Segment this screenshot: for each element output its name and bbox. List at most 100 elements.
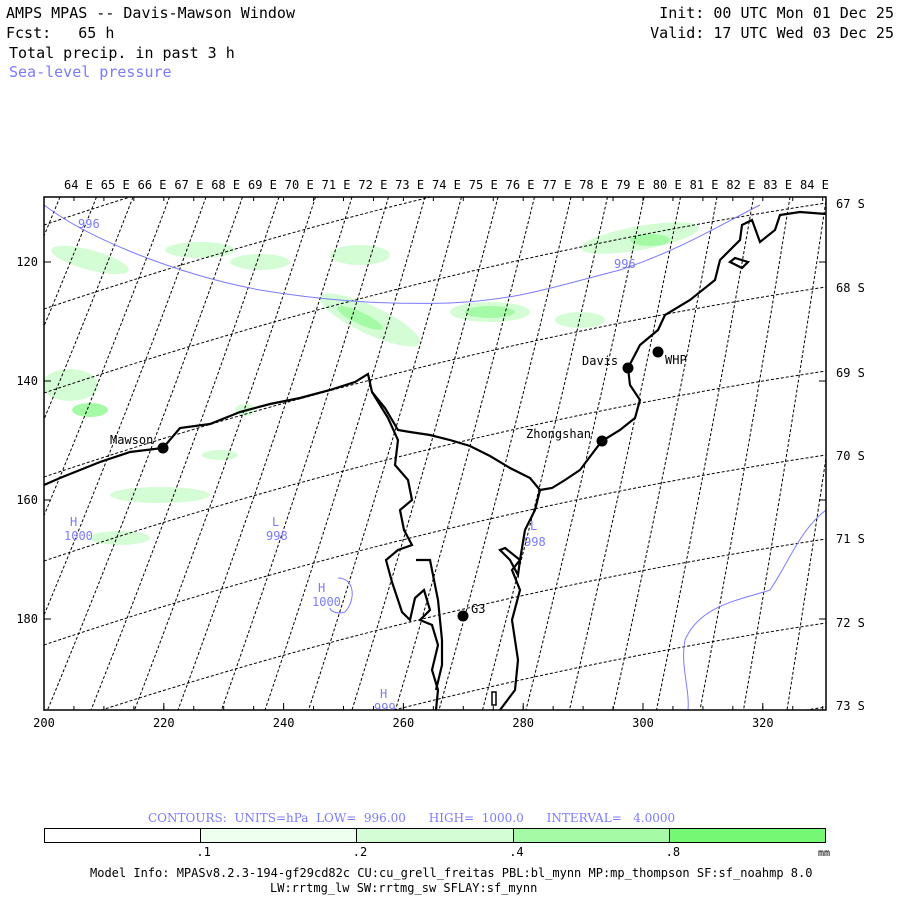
init-time: Init: 00 UTC Mon 01 Dec 25 (659, 4, 894, 22)
station-label: G3 (471, 602, 485, 616)
lon-label: 64 E (64, 178, 93, 192)
meridian-line (743, 197, 826, 710)
colorbar-tick-label: .1 (196, 845, 211, 859)
y-tick-label: 160 (16, 493, 38, 507)
lon-label: 69 E (248, 178, 277, 192)
high-center: H (380, 687, 387, 701)
x-tick-label: 320 (752, 716, 774, 730)
station-whp-marker[interactable] (652, 346, 664, 358)
lon-label: 72 E (358, 178, 387, 192)
y-tick-label: 120 (16, 255, 38, 269)
lon-label: 78 E (579, 178, 608, 192)
field-precip-label: Total precip. in past 3 h (9, 44, 235, 62)
lat-lon-grid (0, 197, 826, 710)
lon-label: 81 E (690, 178, 719, 192)
colorbar-units: mm (818, 848, 831, 859)
meridian-line (44, 197, 97, 328)
station-zhongshan-marker[interactable] (596, 435, 608, 447)
contour-label: 996 (78, 217, 100, 231)
lon-label: 71 E (322, 178, 351, 192)
high-center: H (70, 515, 77, 529)
lat-label: 70 S (836, 449, 865, 463)
y-tick-label: 180 (16, 612, 38, 626)
lat-label: 67 S (836, 197, 865, 211)
lon-label: 79 E (616, 178, 645, 192)
lon-label: 70 E (285, 178, 314, 192)
lon-label: 74 E (432, 178, 461, 192)
colorbar-swatch (45, 829, 201, 842)
parallel-line (44, 454, 826, 646)
parallel-line (44, 197, 433, 310)
contour-labels: 996 996 H 1000 L 998 H 1000 L 998 H 999 (64, 217, 636, 715)
meridian-line (569, 197, 681, 710)
meridian-line (438, 197, 572, 710)
lon-label: 77 E (542, 178, 571, 192)
y-tick-label: 140 (16, 374, 38, 388)
colorbar-tick-label: .4 (509, 845, 524, 859)
x-tick-label: 240 (273, 716, 295, 730)
valid-time: Valid: 17 UTC Wed 03 Dec 25 (650, 24, 894, 42)
meridian-line (525, 197, 645, 710)
lat-label: 72 S (836, 616, 865, 630)
meridian-line (134, 197, 316, 710)
colorbar-swatch (356, 829, 513, 842)
stations: Mawson Davis WHP Zhongshan G3 (110, 346, 687, 622)
contour-label: 998 (266, 529, 288, 543)
contour-label: 996 (614, 257, 636, 271)
lon-label: 67 E (174, 178, 203, 192)
lon-label: 75 E (469, 178, 498, 192)
colorbar-swatch (200, 829, 357, 842)
meridian-line (0, 197, 24, 710)
contour-label: 1000 (312, 595, 341, 609)
lon-label: 83 E (763, 178, 792, 192)
precip-colorbar (44, 828, 826, 843)
parallel-line (44, 370, 826, 562)
lon-label: 82 E (726, 178, 755, 192)
parallel-line (100, 538, 826, 710)
meridian-line (612, 197, 718, 710)
lon-label: 76 E (506, 178, 535, 192)
low-center: L (530, 519, 537, 533)
x-tick-label: 220 (153, 716, 175, 730)
contour-label: 999 (374, 701, 396, 715)
lat-label: 73 S (836, 699, 865, 713)
meridian-line (44, 197, 170, 517)
contours-info: CONTOURS: UNITS=hPa LOW= 996.00 HIGH= 10… (148, 811, 676, 825)
model-info-line1: Model Info: MPASv8.2.3-194-gf29cd82c CU:… (90, 866, 813, 880)
lat-label: 69 S (836, 366, 865, 380)
x-tick-label: 300 (632, 716, 654, 730)
parallel-line (44, 202, 826, 394)
contour-label: 998 (524, 535, 546, 549)
lat-label: 71 S (836, 532, 865, 546)
meridian-line (177, 197, 353, 710)
meridian-line (44, 197, 61, 238)
station-davis-marker[interactable] (622, 362, 634, 374)
station-label: Davis (582, 354, 618, 368)
x-tick-label: 260 (393, 716, 415, 730)
colorbar-tick-label: .2 (352, 845, 368, 859)
colorbar-tick-label: .8 (665, 845, 681, 859)
parallel-line (44, 286, 826, 478)
lon-label: 68 E (211, 178, 240, 192)
x-tick-label: 280 (512, 716, 534, 730)
colorbar-swatch (668, 829, 826, 842)
station-label: Zhongshan (526, 427, 591, 441)
meridian-line (44, 197, 207, 617)
station-label: Mawson (110, 433, 153, 447)
meridian-line (699, 197, 791, 710)
station-mawson-marker[interactable] (157, 442, 169, 454)
meridian-line (221, 197, 389, 710)
parallel-line (392, 622, 826, 710)
station-g3-marker[interactable] (457, 610, 469, 622)
station-label: WHP (665, 353, 687, 367)
meridian-line (395, 197, 535, 710)
lon-label: 84 E (800, 178, 829, 192)
precip-shading (44, 222, 700, 545)
map-frame (43, 196, 827, 711)
forecast-hour: Fcst: 65 h (6, 24, 115, 42)
slp-contours (44, 204, 826, 710)
lon-label: 80 E (653, 178, 682, 192)
meridian-line (47, 197, 243, 710)
meridian-line (308, 197, 462, 710)
